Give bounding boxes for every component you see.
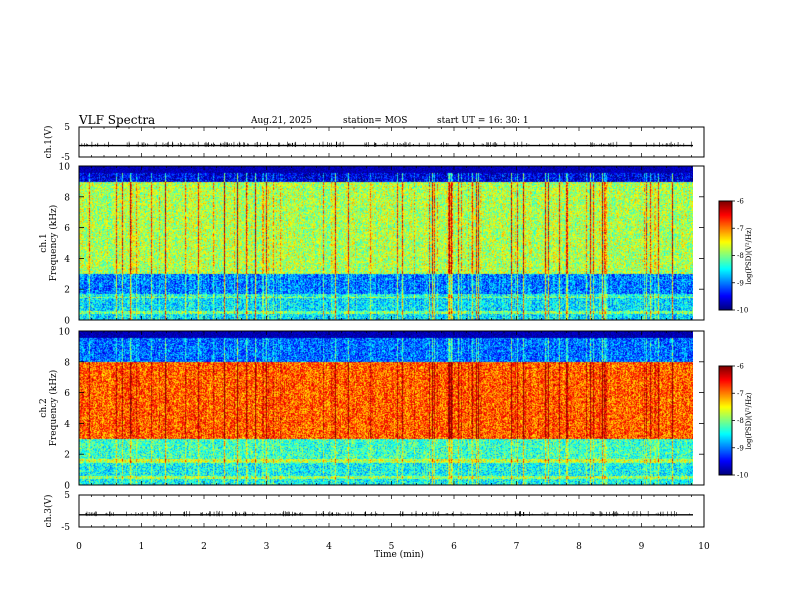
ytick-label: 2: [64, 451, 70, 461]
ch3-waveform-ylabel: ch.3(V): [43, 495, 54, 528]
ch3-ytick-bottom: -5: [61, 523, 70, 533]
colorbar-tick-label: -6: [737, 198, 744, 206]
station-label: station= MOS: [343, 116, 407, 126]
ch2-colorbar-ticks: -6 -7 -8 -9 -10: [732, 363, 748, 480]
ytick-label: 0: [64, 482, 70, 492]
figure-title: VLF Spectra: [78, 113, 155, 127]
colorbar-tick-label: -7: [737, 390, 744, 398]
xtick-label: 4: [326, 542, 332, 552]
colorbar-tick-label: -9: [737, 444, 744, 452]
ytick-label: 2: [64, 286, 70, 296]
ch1-waveform-frame: [78, 126, 705, 158]
ytick-label: 8: [64, 193, 70, 203]
ytick-label: 0: [64, 317, 70, 327]
colorbar-tick-label: -10: [737, 307, 748, 315]
ch1-spec-ylabel-freq: Frequency (kHz): [48, 205, 59, 282]
xtick-label: 0: [76, 542, 82, 552]
ch2-spectrogram-panel: 0 2 4 6 8 10 ch.2 Frequency (kHz): [39, 328, 705, 492]
date-label: Aug.21, 2025: [250, 116, 312, 126]
x-axis-label: Time (min): [374, 549, 424, 560]
ch2-colorbar-label: log(PSD)(V²/Hz): [745, 392, 753, 449]
xtick-label: 10: [698, 542, 710, 552]
colorbar-tick-label: -7: [737, 225, 744, 233]
ytick-label: 8: [64, 358, 70, 368]
colorbar-tick-label: -10: [737, 472, 748, 480]
xtick-label: 8: [576, 542, 582, 552]
ch2-spec-ylabel-freq: Frequency (kHz): [48, 370, 59, 447]
colorbar-tick-label: -8: [737, 417, 744, 425]
ch1-colorbar-gradient: [719, 201, 732, 310]
ch1-ytick-top: 5: [64, 123, 70, 133]
ch3-ytick-top: 5: [64, 491, 70, 501]
colorbar-tick-label: -8: [737, 252, 744, 260]
xtick-label: 5: [389, 542, 395, 552]
ch1-colorbar-label: log(PSD)(V²/Hz): [745, 227, 753, 284]
xtick-label: 2: [201, 542, 207, 552]
ch3-waveform-panel: 5 -5 ch.3(V): [43, 491, 705, 533]
x-axis-ticks: [78, 127, 705, 527]
xtick-label: 9: [639, 542, 645, 552]
ch1-ytick-bottom: -5: [61, 153, 70, 163]
ch1-yticks: 0 2 4 6 8 10: [59, 163, 704, 327]
colorbar-tick-label: -6: [737, 363, 744, 371]
ch1-waveform-ylabel: ch.1(V): [43, 126, 54, 159]
ch2-spec-ylabel-channel: ch.2: [39, 398, 49, 417]
ch1-spectrogram-panel: 0 2 4 6 8 10 ch.1 Frequency (kHz): [39, 163, 705, 327]
ch1-colorbar-ticks: -6 -7 -8 -9 -10: [732, 198, 748, 315]
ch3-waveform-frame: [78, 494, 705, 528]
ch1-colorbar: -6 -7 -8 -9 -10 log(PSD)(V²/Hz): [718, 198, 753, 315]
ch2-yticks: 0 2 4 6 8 10: [59, 328, 704, 492]
ytick-label: 6: [64, 224, 70, 234]
xtick-label: 6: [451, 542, 457, 552]
ch1-waveform-trace: [79, 141, 693, 148]
ch2-colorbar-gradient: [719, 366, 732, 475]
ch2-colorbar: -6 -7 -8 -9 -10 log(PSD)(V²/Hz): [718, 363, 753, 480]
xtick-label: 7: [514, 542, 520, 552]
ch2-spectrogram-image: [79, 331, 693, 485]
x-axis-tick-labels: 0 1 2 3 4 5 6 7 8 9 10: [76, 542, 710, 552]
ytick-label: 4: [64, 255, 70, 265]
ch3-waveform-trace: [79, 510, 693, 517]
ch1-spec-ylabel-channel: ch.1: [39, 233, 49, 252]
xtick-label: 3: [264, 542, 270, 552]
ch1-spectrogram-image: [79, 166, 693, 320]
ytick-label: 10: [59, 163, 71, 173]
ytick-label: 4: [64, 420, 70, 430]
ch1-waveform-panel: 5 -5 ch.1(V): [43, 123, 705, 163]
colorbar-tick-label: -9: [737, 279, 744, 287]
start-time-label: start UT = 16: 30: 1: [437, 116, 529, 126]
xtick-label: 1: [139, 542, 145, 552]
ytick-label: 6: [64, 389, 70, 399]
ytick-label: 10: [59, 328, 71, 338]
